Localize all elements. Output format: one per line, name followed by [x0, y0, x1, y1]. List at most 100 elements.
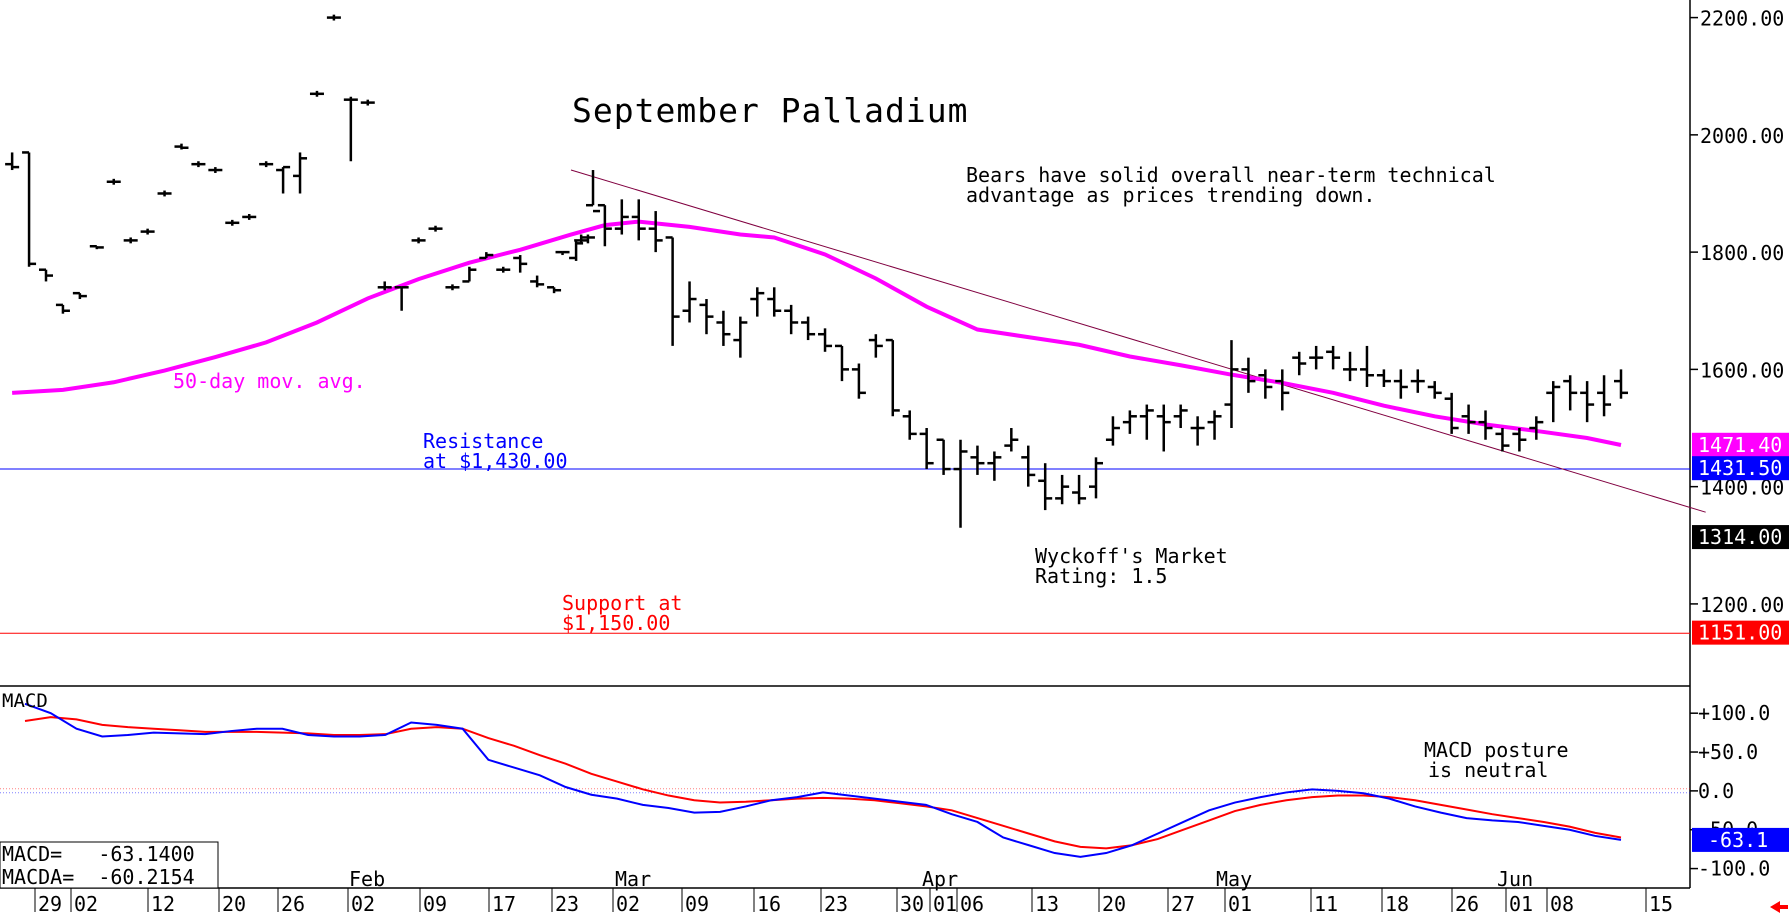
- ohlc-bar: [428, 225, 443, 232]
- x-month-label: May: [1216, 867, 1252, 891]
- ohlc-bar: [1309, 345, 1324, 370]
- ohlc-bar: [496, 266, 511, 273]
- macd-tick-label: +100.0: [1698, 701, 1770, 725]
- ohlc-bar: [1410, 369, 1425, 393]
- ohlc-bar: [22, 151, 37, 267]
- ohlc-bar: [987, 451, 1002, 481]
- ohlc-bar: [1072, 474, 1087, 505]
- ohlc-bar: [1495, 428, 1510, 452]
- commentary-line-2: advantage as prices trending down.: [966, 183, 1375, 207]
- ohlc-bar: [885, 338, 900, 417]
- ohlc-bar: [462, 266, 477, 283]
- ohlc-bar: [5, 152, 20, 171]
- macd-line: [24, 702, 1622, 858]
- ohlc-bar: [72, 291, 87, 300]
- price-tag-box: [1692, 525, 1789, 550]
- macd-readout-2: MACDA= -60.2154: [2, 865, 195, 889]
- ohlc-bar: [784, 304, 799, 335]
- price-tag-label: 1471.40: [1698, 433, 1782, 457]
- x-month-label: Apr: [922, 867, 958, 891]
- ohlc-bar: [55, 303, 70, 314]
- scroll-arrow-icon[interactable]: [1770, 901, 1788, 913]
- ohlc-bar: [157, 190, 172, 197]
- price-tick-label: 2200.00: [1700, 7, 1784, 31]
- ohlc-bar: [360, 99, 375, 106]
- x-day-label: 02: [351, 892, 375, 916]
- ohlc-bar: [1376, 369, 1391, 387]
- x-day-label: 30: [900, 892, 924, 916]
- ma-label: 50-day mov. avg.: [173, 369, 366, 393]
- x-day-label: 12: [151, 892, 175, 916]
- ohlc-bar: [1258, 369, 1273, 399]
- price-tick-label: 2000.00: [1700, 124, 1784, 148]
- ohlc-bar: [682, 281, 697, 323]
- x-day-label: 02: [74, 892, 98, 916]
- ohlc-bar: [733, 316, 748, 358]
- macd-tick-label: -100.0: [1698, 857, 1770, 881]
- ohlc-bar: [1359, 345, 1374, 387]
- price-axis-ticks: 2200.002000.001800.001600.001400.001200.…: [1690, 7, 1784, 617]
- ohlc-bar: [1021, 445, 1036, 487]
- resistance-label-1: Resistance: [423, 429, 543, 453]
- ohlc-bar: [801, 316, 816, 341]
- ohlc-bar: [1546, 381, 1561, 423]
- ohlc-bar: [902, 410, 917, 440]
- ohlc-bar: [716, 310, 731, 346]
- ohlc-bar: [309, 90, 324, 97]
- price-tag-label: 1151.00: [1698, 621, 1782, 645]
- ohlc-bar: [89, 245, 104, 250]
- x-day-label: 27: [1171, 892, 1195, 916]
- x-month-label: Mar: [615, 867, 651, 891]
- ohlc-bar: [1207, 410, 1222, 440]
- ohlc-bar: [394, 286, 409, 311]
- ohlc-bar: [750, 287, 765, 317]
- ohlc-bar: [851, 363, 866, 399]
- ohlc-bar: [225, 219, 240, 226]
- ohlc-bar: [1512, 428, 1527, 452]
- macd-title: MACD: [2, 690, 48, 712]
- ohlc-bar: [648, 211, 663, 253]
- x-day-label: 20: [1102, 892, 1126, 916]
- ohlc-bar: [1529, 416, 1544, 440]
- x-day-label: 15: [1649, 892, 1673, 916]
- price-bars: [5, 14, 1628, 528]
- ohlc-bar: [1478, 410, 1493, 440]
- price-tag-box: [1692, 456, 1789, 481]
- ohlc-bar: [1139, 404, 1154, 440]
- ohlc-bar: [276, 165, 291, 194]
- x-day-label: 29: [38, 892, 62, 916]
- x-day-label: 02: [616, 892, 640, 916]
- ohlc-bar: [293, 152, 308, 194]
- support-label-2: $1,150.00: [562, 611, 670, 635]
- ohlc-bar: [208, 167, 223, 173]
- price-tag-box: [1692, 432, 1789, 457]
- support-label-1: Support at: [562, 591, 682, 615]
- ohlc-bar: [479, 252, 494, 260]
- ohlc-bar: [343, 96, 358, 162]
- ohlc-bar: [665, 236, 680, 346]
- macd-annotation-1: MACD posture: [1424, 738, 1569, 762]
- ohlc-bar: [106, 178, 121, 185]
- ohlc-bar: [586, 170, 601, 213]
- ohlc-bar: [1224, 340, 1239, 429]
- ohlc-bar: [326, 14, 341, 21]
- ohlc-bar: [1190, 416, 1205, 446]
- ohlc-bar: [818, 328, 833, 352]
- ohlc-bar: [1055, 474, 1070, 505]
- rating-label-2: Rating: 1.5: [1035, 564, 1167, 588]
- x-day-label: 26: [281, 892, 305, 916]
- rating-label-1: Wyckoff's Market: [1035, 544, 1228, 568]
- x-day-label: 23: [555, 892, 579, 916]
- ohlc-bar: [191, 161, 206, 168]
- price-tag-label: 1314.00: [1698, 525, 1782, 549]
- macd-readout-box: [0, 841, 219, 889]
- ohlc-bar: [1343, 351, 1358, 382]
- macd-annotation-2: is neutral: [1428, 758, 1548, 782]
- price-tick-label: 1200.00: [1700, 593, 1784, 617]
- commentary-line-1: Bears have solid overall near-term techn…: [966, 163, 1496, 187]
- ohlc-bar: [259, 161, 274, 168]
- x-day-label: 08: [1550, 892, 1574, 916]
- ohlc-bar: [1156, 404, 1171, 452]
